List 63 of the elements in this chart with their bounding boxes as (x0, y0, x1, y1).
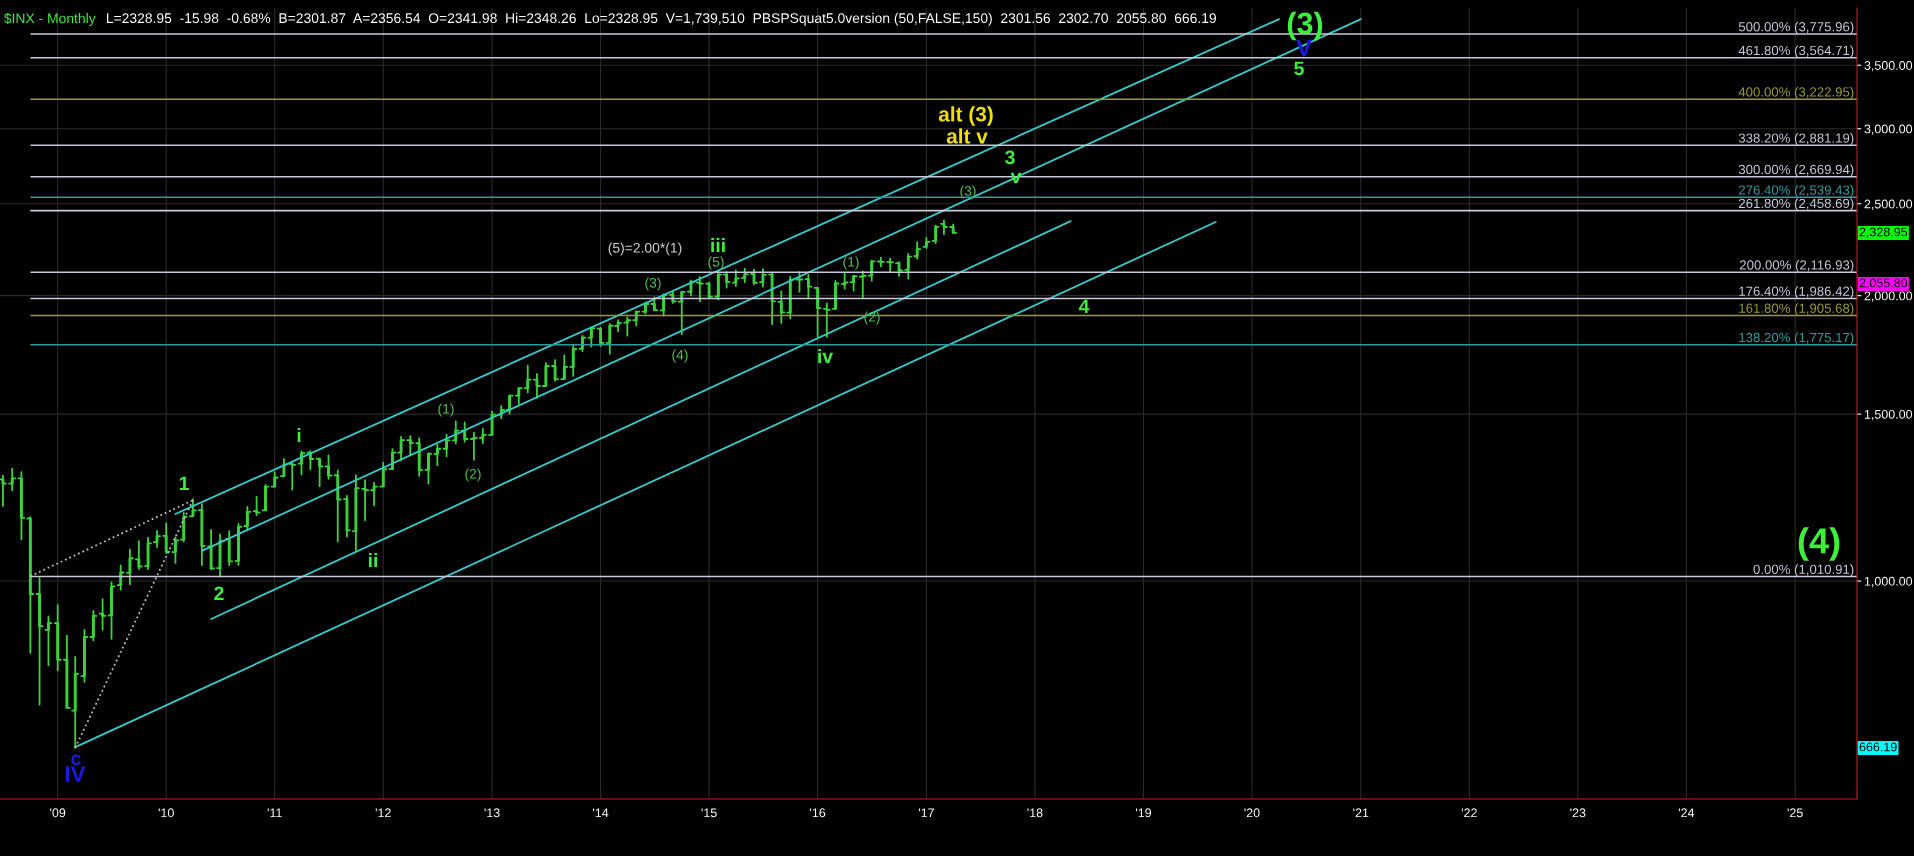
ref-line-label: 261.80% (2,458.69) (1738, 198, 1854, 211)
ref-line-label: 138.20% (1,775.17) (1739, 332, 1854, 345)
annotation: (5)=2.00*(1) (608, 242, 682, 256)
ref-line-label: 0.00% (1,010.91) (1753, 564, 1854, 577)
ref-line-label: 300.00% (2,669.94) (1738, 164, 1854, 177)
annotation: (5) (708, 256, 724, 270)
y-tick-label: 3,500.00 (1864, 61, 1913, 72)
chart-title: $INX - Monthly (3, 12, 96, 26)
y-tick-label: 3,000.00 (1864, 124, 1913, 135)
x-tick-label: '13 (484, 808, 500, 818)
annotation: alt (3) (938, 106, 993, 126)
x-tick-label: '14 (593, 808, 609, 818)
x-tick-label: '09 (50, 808, 66, 818)
annotation: IV (65, 766, 86, 782)
annotation: 3 (1005, 150, 1015, 165)
ref-line-label: 338.20% (2,881.19) (1738, 133, 1854, 146)
x-tick-label: '20 (1244, 808, 1260, 818)
x-tick-label: '19 (1135, 808, 1152, 818)
annotation: iv (818, 348, 834, 364)
annotation: v (1010, 172, 1022, 184)
y-tick-label: 2,500.00 (1864, 199, 1913, 210)
y-tick-label: 1,500.00 (1864, 409, 1913, 421)
chart-subtitle: L=2328.95 -15.98 -0.68% B=2301.87 A=2356.54 O=2341.98 Hi=2348.26 Lo=2328.95 V=1,739,510 PBSPSquat5.0version (50,FALSE,150) 2301.56 2302.70 2055.80 666.19 (106, 12, 1217, 26)
annotation: iii (711, 237, 725, 253)
x-tick-label: '24 (1678, 808, 1695, 818)
x-tick-label: '23 (1570, 808, 1586, 818)
annotation: (4) (672, 349, 688, 363)
x-tick-label: '25 (1787, 808, 1803, 818)
annotation: c (71, 754, 81, 766)
annotation: alt v (946, 128, 988, 144)
annotation: (4) (1798, 527, 1840, 561)
annotation: (2) (465, 468, 481, 482)
y-tick-label: 2,000.00 (1864, 291, 1913, 302)
ref-line-label: 276.40% (2,539.43) (1738, 185, 1854, 198)
x-tick-label: '22 (1461, 808, 1477, 818)
annotation: (3) (645, 277, 661, 291)
annotation: ii (368, 552, 378, 568)
annotation: 5 (1294, 61, 1304, 76)
text: 2,328.95 (1859, 227, 1908, 238)
text: 2,055.80 (1859, 278, 1908, 289)
x-tick-label: '21 (1353, 808, 1369, 818)
ref-line-label: 500.00% (3,775.96) (1738, 21, 1854, 34)
x-tick-label: '18 (1027, 808, 1043, 818)
x-tick-label: '16 (810, 808, 826, 818)
annotation: (1) (438, 403, 454, 417)
annotation: i (297, 427, 301, 443)
x-tick-label: '15 (701, 808, 717, 818)
annotation: 2 (214, 586, 224, 601)
annotation: (1) (843, 256, 859, 270)
ref-line-label: 461.80% (3,564.71) (1738, 45, 1854, 58)
annotation: 1 (179, 476, 189, 491)
x-tick-label: '17 (918, 808, 934, 818)
annotation: (3) (960, 185, 976, 199)
annotation: 4 (1078, 299, 1090, 314)
x-tick-label: '12 (375, 808, 391, 818)
ref-line-label: 161.80% (1,905.68) (1739, 303, 1854, 316)
x-tick-label: '10 (158, 808, 174, 818)
ref-line-label: 200.00% (2,116.93) (1739, 259, 1854, 273)
x-tick-label: '11 (267, 808, 282, 818)
ref-line-label: 400.00% (3,222.95) (1738, 86, 1854, 100)
y-tick-label: 1,000.00 (1864, 576, 1913, 588)
ref-line-label: 176.40% (1,986.42) (1739, 286, 1854, 299)
text: 666.19 (1859, 742, 1897, 752)
